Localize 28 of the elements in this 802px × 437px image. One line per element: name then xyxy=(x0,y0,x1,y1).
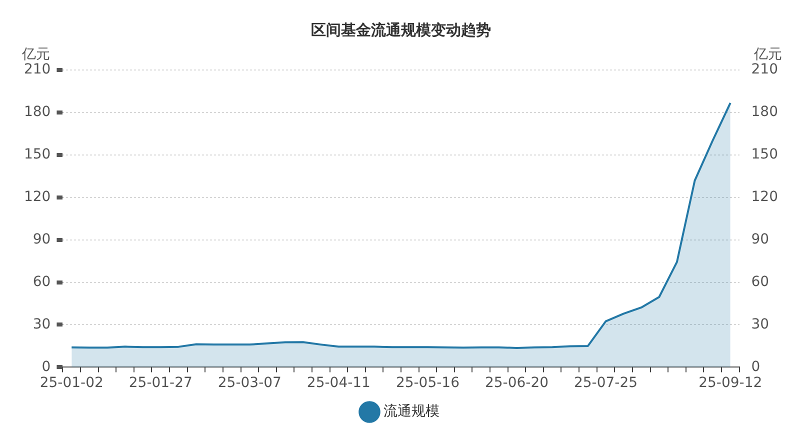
x-tick-label: 25-06-20 xyxy=(484,375,548,392)
y-tick-label: 210 xyxy=(24,62,51,78)
x-tick-label: 25-09-12 xyxy=(698,375,762,392)
y-tick-label: 60 xyxy=(32,274,51,290)
y-tick-label: 180 xyxy=(24,104,51,120)
y2-tick-label: 150 xyxy=(751,146,778,163)
legend-label: 流通规模 xyxy=(384,404,440,420)
y2-tick-label: 0 xyxy=(751,358,760,375)
x-tick-label: 25-05-16 xyxy=(396,375,460,392)
y2-tick-label: 180 xyxy=(751,104,778,120)
y-tick-label: 30 xyxy=(32,316,51,332)
y2-axis-title: 亿元 xyxy=(753,46,782,63)
y2-tick-label: 210 xyxy=(751,62,778,78)
y2-tick-label: 30 xyxy=(751,316,770,332)
y-tick-label: 90 xyxy=(32,231,51,248)
x-tick-label: 25-04-11 xyxy=(306,375,370,392)
y-axis-title: 亿元 xyxy=(21,46,50,63)
y2-tick-label: 60 xyxy=(751,274,770,290)
y-tick-label: 150 xyxy=(24,146,51,163)
y-tick-label: 120 xyxy=(24,189,51,206)
chart-title: 区间基金流通规模变动趋势 xyxy=(311,20,491,39)
y-tick-label: 0 xyxy=(42,358,51,375)
y2-tick-label: 90 xyxy=(751,231,770,248)
x-tick-label: 25-07-25 xyxy=(574,375,638,392)
x-tick-label: 25-01-02 xyxy=(40,375,104,392)
x-tick-label: 25-01-27 xyxy=(128,375,192,392)
y2-tick-label: 120 xyxy=(751,189,778,206)
x-tick-label: 25-03-07 xyxy=(218,375,282,392)
